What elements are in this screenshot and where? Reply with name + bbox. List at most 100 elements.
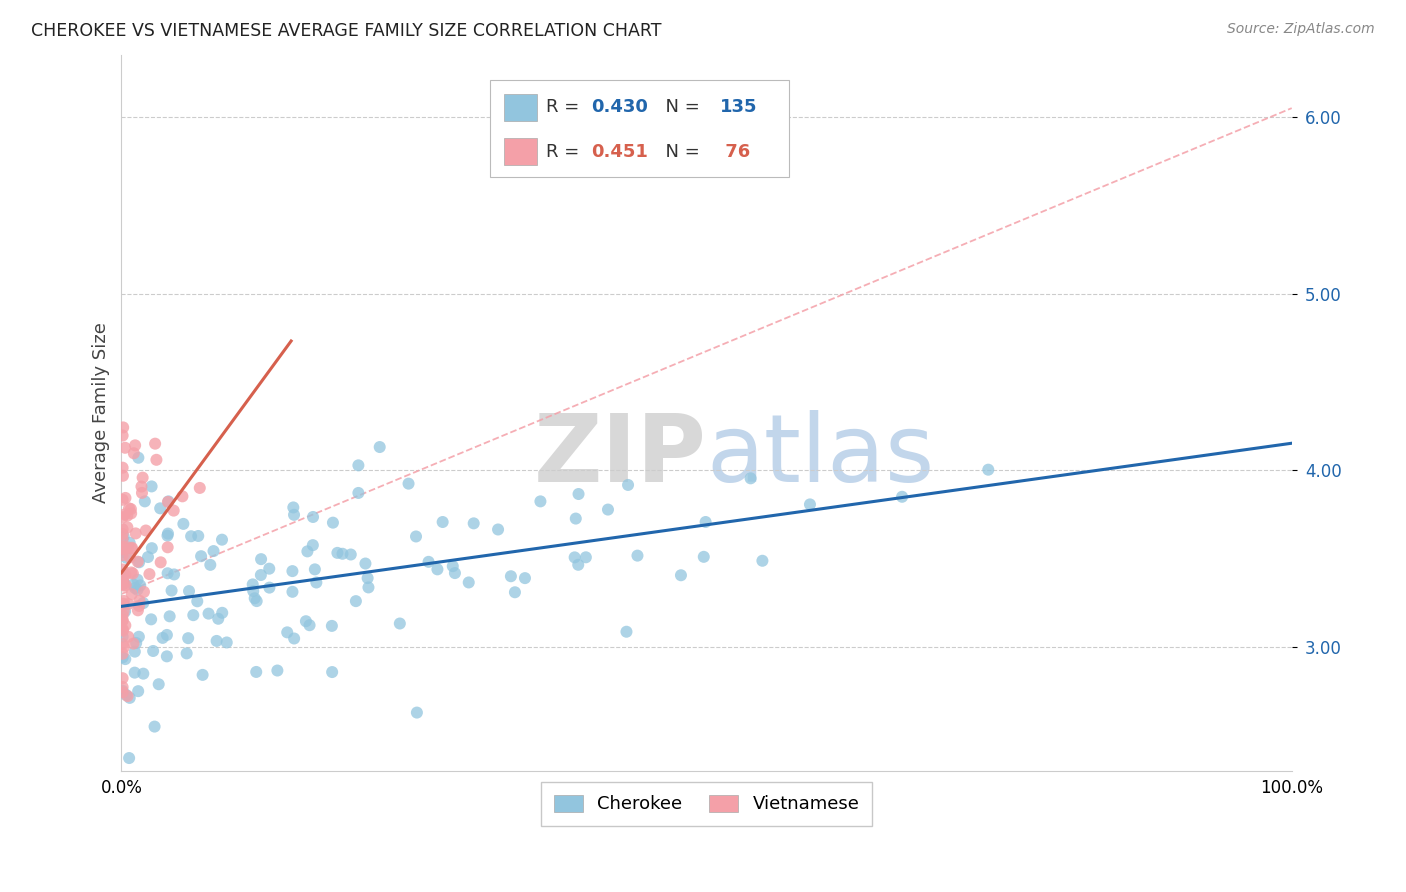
Text: 0.451: 0.451: [591, 143, 648, 161]
Point: [575, 550, 598, 565]
Point: [111, 630, 134, 644]
Point: [513, 571, 536, 585]
Point: [117, 630, 139, 644]
Point: [111, 522, 134, 536]
Point: [135, 524, 157, 538]
Point: [200, 558, 222, 572]
Point: [128, 630, 150, 644]
Point: [740, 471, 762, 485]
Point: [111, 647, 134, 661]
Text: R =: R =: [547, 143, 585, 161]
Point: [112, 640, 135, 655]
Text: atlas: atlas: [707, 409, 935, 502]
Text: ZIP: ZIP: [534, 409, 707, 502]
Point: [112, 541, 135, 556]
Point: [111, 428, 134, 442]
Point: [143, 436, 166, 450]
Point: [143, 720, 166, 734]
Point: [131, 479, 153, 493]
Point: [172, 516, 194, 531]
Point: [616, 624, 638, 639]
Point: [457, 575, 479, 590]
Point: [283, 632, 305, 646]
Point: [118, 550, 141, 565]
Point: [799, 497, 821, 511]
Point: [176, 646, 198, 660]
Point: [977, 463, 1000, 477]
Point: [118, 501, 141, 516]
Point: [117, 597, 139, 611]
Point: [118, 751, 141, 765]
Point: [118, 690, 141, 705]
Point: [503, 585, 526, 599]
Point: [297, 544, 319, 558]
Point: [276, 625, 298, 640]
Point: [357, 581, 380, 595]
Point: [305, 575, 328, 590]
Point: [156, 649, 179, 664]
Point: [112, 594, 135, 608]
Point: [177, 631, 200, 645]
Point: [141, 479, 163, 493]
Point: [115, 550, 138, 565]
Point: [124, 581, 146, 595]
Y-axis label: Average Family Size: Average Family Size: [93, 323, 110, 503]
Point: [145, 452, 167, 467]
Point: [111, 685, 134, 699]
Point: [695, 515, 717, 529]
Point: [125, 636, 148, 650]
Point: [751, 554, 773, 568]
Point: [120, 566, 142, 580]
Point: [321, 619, 343, 633]
Point: [112, 529, 135, 543]
Point: [295, 614, 318, 628]
Point: [242, 584, 264, 599]
Point: [259, 581, 281, 595]
Point: [112, 604, 135, 618]
Point: [283, 500, 305, 515]
Point: [202, 544, 225, 558]
Point: [191, 668, 214, 682]
Point: [124, 645, 146, 659]
Point: [181, 608, 204, 623]
Point: [114, 578, 136, 592]
Text: N =: N =: [654, 98, 706, 116]
Point: [368, 440, 391, 454]
Point: [111, 532, 134, 546]
Point: [114, 441, 136, 455]
Text: N =: N =: [654, 143, 706, 161]
Point: [529, 494, 551, 508]
Point: [127, 603, 149, 617]
Point: [134, 494, 156, 508]
Point: [242, 577, 264, 591]
Point: [124, 665, 146, 680]
Point: [129, 578, 152, 592]
Point: [156, 528, 179, 542]
Point: [117, 541, 139, 555]
Point: [124, 438, 146, 452]
Point: [111, 614, 134, 628]
Point: [156, 541, 179, 555]
Point: [186, 594, 208, 608]
Point: [111, 574, 134, 589]
Point: [406, 706, 429, 720]
Point: [163, 503, 186, 517]
Point: [114, 491, 136, 505]
Point: [347, 486, 370, 500]
Point: [111, 624, 134, 638]
Point: [114, 568, 136, 582]
Point: [250, 552, 273, 566]
Point: [304, 562, 326, 576]
Point: [111, 460, 134, 475]
Point: [127, 573, 149, 587]
Text: 135: 135: [720, 98, 756, 116]
Point: [111, 562, 134, 576]
Point: [149, 555, 172, 569]
Point: [131, 486, 153, 500]
Point: [111, 680, 134, 694]
Point: [564, 550, 586, 565]
Point: [205, 634, 228, 648]
Point: [432, 515, 454, 529]
Point: [596, 502, 619, 516]
Point: [132, 596, 155, 610]
